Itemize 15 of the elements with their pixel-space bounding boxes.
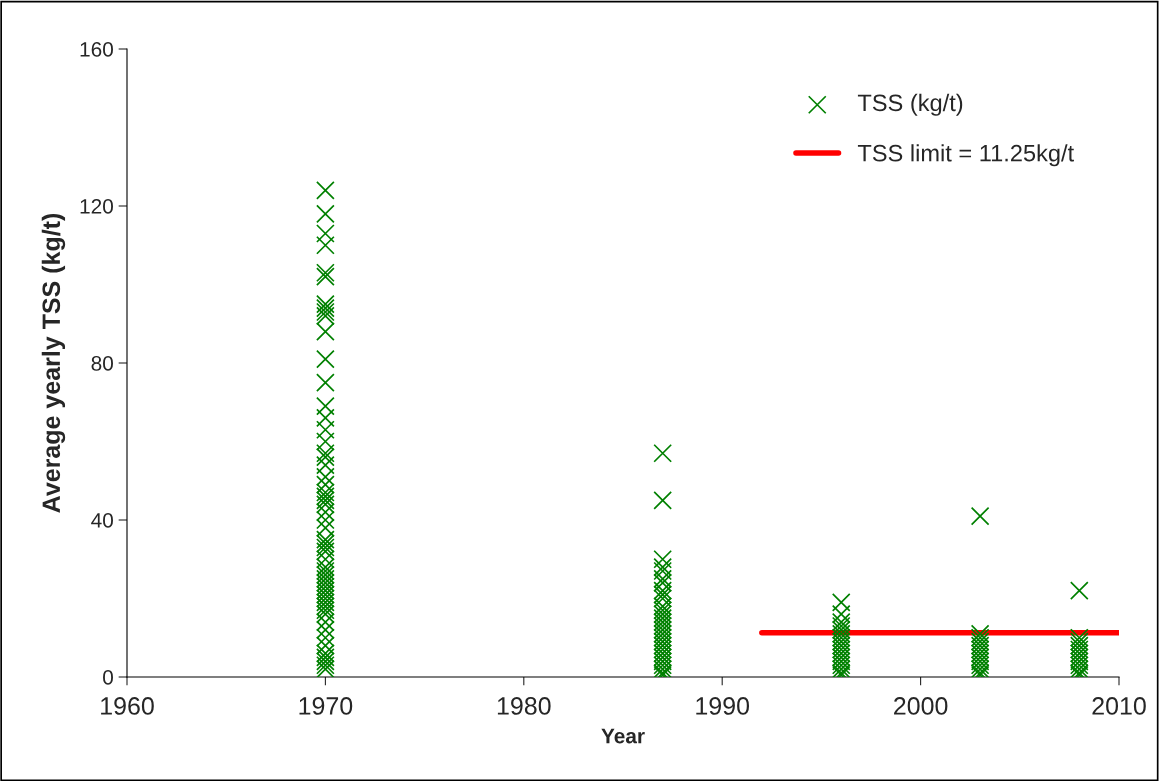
y-tick-label: 0 [103, 670, 113, 685]
x-tick-label: 1970 [299, 697, 353, 715]
y-tick-label: 80 [91, 356, 113, 371]
x-tick-label: 2000 [894, 697, 948, 715]
y-tick-label: 40 [91, 513, 113, 528]
y-tick-label: 160 [80, 42, 113, 57]
x-axis-title: Year [601, 728, 645, 744]
y-tick-label: 120 [80, 199, 113, 214]
legend-label: TSS (kg/t) [857, 93, 963, 116]
legend-label: TSS limit = 11.25kg/t [857, 144, 1074, 167]
x-tick-label: 1990 [696, 697, 750, 715]
x-tick-label: 2010 [1092, 697, 1146, 715]
x-tick-label: 1960 [101, 697, 154, 715]
y-axis-title: Average yearly TSS (kg/t) [41, 213, 66, 513]
x-tick-label: 1980 [497, 697, 551, 715]
